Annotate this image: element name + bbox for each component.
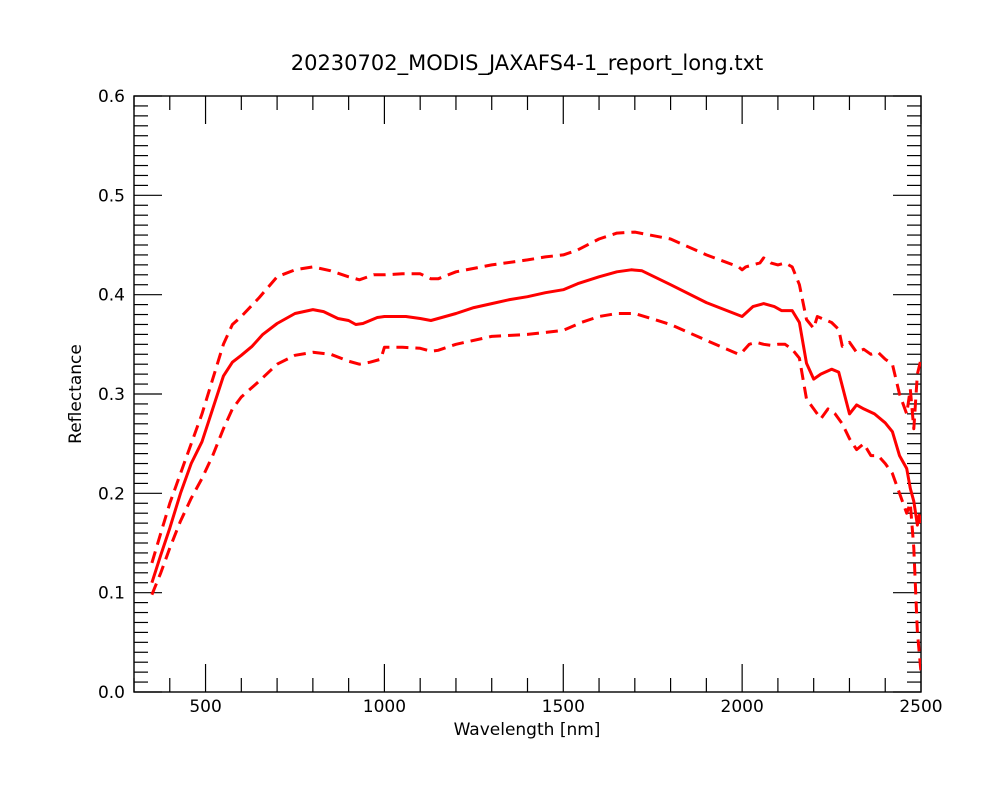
y-tick-label: 0.4 (98, 286, 125, 306)
y-tick-label: 0.1 (98, 584, 125, 604)
solid-series-line (150, 268, 921, 584)
y-tick-label: 0.3 (98, 385, 125, 405)
chart-title: 20230702_MODIS_JAXAFS4-1_report_long.txt (291, 51, 764, 76)
dashed-series-line-2 (150, 312, 921, 673)
x-tick-label: 2500 (899, 697, 942, 717)
x-tick-label: 1500 (542, 697, 585, 717)
y-tick-label: 0.6 (98, 87, 125, 107)
x-tick-label: 1000 (363, 697, 406, 717)
ticks-layer: 500 1000 1500 2000 2500 0.0 0.1 0.2 0.3 0.4 0.5 0.6 (98, 87, 943, 717)
x-tick-label: 2000 (721, 697, 764, 717)
y-tick-label: 0.0 (98, 683, 125, 703)
x-tick-label: 500 (189, 697, 221, 717)
dashed-series-line-1 (150, 230, 921, 564)
y-axis-label: Reflectance (66, 344, 86, 444)
x-axis-label: Wavelength [nm] (454, 720, 601, 740)
plot-frame (133, 95, 922, 693)
y-tick-label: 0.5 (98, 186, 125, 206)
y-tick-label: 0.2 (98, 484, 125, 504)
series-layer (150, 230, 921, 673)
